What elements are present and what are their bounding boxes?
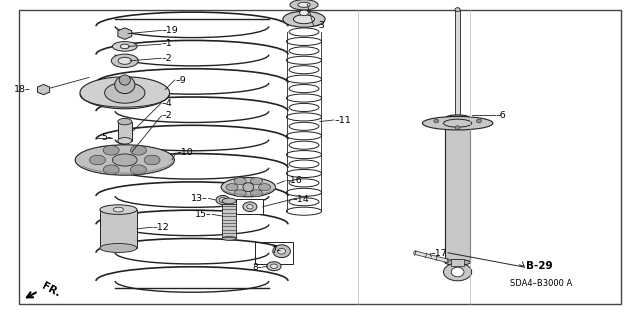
Text: 5–: 5–	[101, 133, 112, 142]
Bar	[222, 204, 236, 238]
Text: –19: –19	[162, 26, 179, 35]
Ellipse shape	[113, 207, 124, 212]
Text: –9: –9	[175, 76, 186, 84]
Ellipse shape	[118, 138, 132, 144]
Ellipse shape	[100, 205, 137, 214]
Ellipse shape	[113, 42, 137, 51]
Text: –14: –14	[292, 195, 309, 204]
Ellipse shape	[113, 154, 137, 166]
Ellipse shape	[111, 146, 138, 158]
Ellipse shape	[221, 178, 275, 197]
Ellipse shape	[105, 83, 145, 103]
Bar	[445, 118, 470, 262]
Ellipse shape	[243, 183, 253, 192]
Text: 18–: 18–	[14, 85, 31, 94]
Ellipse shape	[118, 149, 131, 155]
Ellipse shape	[103, 146, 119, 155]
Ellipse shape	[219, 198, 227, 203]
Text: –6: –6	[495, 111, 506, 120]
Ellipse shape	[298, 2, 310, 7]
Text: SDA4–B3000 A: SDA4–B3000 A	[509, 279, 572, 288]
Ellipse shape	[115, 76, 135, 94]
Text: –2: –2	[162, 54, 173, 63]
Text: 13–: 13–	[191, 194, 208, 203]
Bar	[118, 122, 132, 141]
Ellipse shape	[455, 126, 460, 130]
Text: 7–: 7–	[271, 246, 282, 255]
Ellipse shape	[247, 204, 253, 209]
Ellipse shape	[455, 8, 460, 12]
Ellipse shape	[222, 236, 236, 240]
Text: –12: –12	[153, 223, 170, 232]
Ellipse shape	[271, 264, 278, 268]
Ellipse shape	[477, 119, 481, 123]
Ellipse shape	[445, 115, 470, 122]
Bar	[455, 10, 460, 122]
Bar	[100, 210, 137, 248]
Text: FR.: FR.	[40, 281, 62, 299]
Ellipse shape	[118, 57, 132, 64]
Ellipse shape	[273, 245, 291, 258]
Text: –17: –17	[431, 249, 447, 258]
Ellipse shape	[259, 184, 271, 191]
Ellipse shape	[451, 267, 464, 277]
Ellipse shape	[267, 262, 281, 271]
Ellipse shape	[131, 165, 147, 174]
Ellipse shape	[100, 244, 137, 252]
Text: –16: –16	[285, 176, 302, 185]
Text: –10: –10	[177, 148, 193, 157]
Text: –4: –4	[162, 99, 173, 108]
Text: –3: –3	[314, 21, 325, 30]
Ellipse shape	[278, 248, 285, 254]
Ellipse shape	[444, 119, 472, 127]
Ellipse shape	[226, 184, 238, 191]
Ellipse shape	[80, 77, 170, 109]
Ellipse shape	[290, 0, 318, 10]
Ellipse shape	[243, 202, 257, 212]
Ellipse shape	[234, 178, 246, 185]
Polygon shape	[37, 84, 50, 95]
Ellipse shape	[300, 10, 308, 16]
Ellipse shape	[222, 198, 236, 204]
Ellipse shape	[119, 75, 131, 85]
Ellipse shape	[293, 15, 315, 24]
Text: –1: –1	[162, 39, 173, 48]
Ellipse shape	[76, 145, 174, 175]
Ellipse shape	[434, 119, 438, 123]
Polygon shape	[118, 28, 132, 39]
Text: 8–: 8–	[252, 263, 262, 272]
Bar	[236, 199, 262, 214]
Bar	[255, 242, 293, 264]
Bar	[451, 259, 464, 266]
Ellipse shape	[103, 165, 119, 174]
Ellipse shape	[445, 260, 470, 265]
Ellipse shape	[283, 11, 325, 27]
Ellipse shape	[216, 196, 229, 204]
Text: –2: –2	[162, 111, 173, 120]
Ellipse shape	[250, 178, 262, 185]
Ellipse shape	[120, 44, 129, 49]
Ellipse shape	[111, 54, 138, 68]
Ellipse shape	[131, 146, 147, 155]
Text: –11: –11	[334, 116, 351, 124]
Ellipse shape	[422, 116, 493, 130]
Ellipse shape	[250, 190, 262, 197]
Ellipse shape	[144, 155, 160, 165]
Ellipse shape	[444, 263, 472, 281]
Text: 15–: 15–	[195, 210, 212, 219]
Text: B-29: B-29	[526, 260, 553, 271]
Ellipse shape	[90, 155, 106, 165]
Ellipse shape	[234, 190, 246, 197]
Ellipse shape	[118, 118, 132, 125]
